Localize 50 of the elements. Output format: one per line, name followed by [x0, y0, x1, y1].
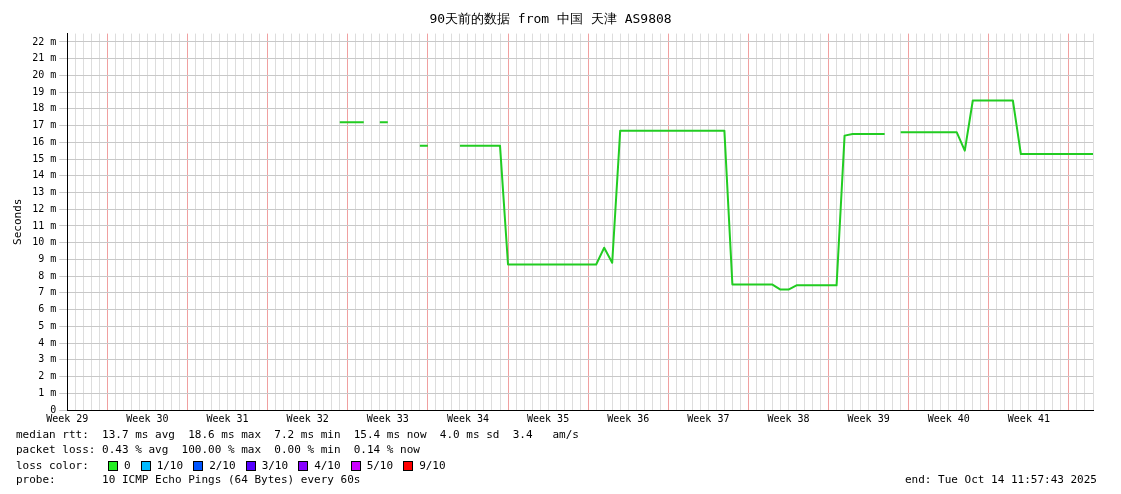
y-tick-label: 17 m [32, 119, 57, 131]
text: end: Tue Oct 14 11:57:43 2025 [904, 473, 1097, 488]
y-tick-label: 4 m [38, 336, 57, 348]
x-tick-label: Week 37 [687, 412, 730, 424]
text: packet loss: 0.43 % avg 100.00 % max 0.00 % min 0.14 % now [16, 443, 421, 458]
y-tick-label: 3 m [38, 353, 57, 365]
text: loss color: [16, 459, 90, 472]
y-tick-label: 11 m [32, 219, 57, 231]
y-tick-label: 8 m [38, 269, 57, 281]
x-tick-label: Week 30 [126, 412, 169, 424]
text: median rtt: 13.7 ms avg 18.6 ms max 7.2 ms min 15.4 ms now 4.0 ms sd 3.4 am/s [16, 428, 580, 443]
y-tick-label: 21 m [32, 52, 57, 64]
x-tick-label: Week 41 [1007, 412, 1050, 424]
y-tick-label: 5 m [38, 319, 57, 331]
y-tick-label: 19 m [32, 85, 57, 97]
text: 1/10 [156, 459, 184, 472]
text: 4/10 [314, 459, 341, 472]
y-tick-label: 18 m [32, 102, 57, 114]
y-tick-label: 6 m [38, 303, 57, 315]
x-tick-label: Week 35 [527, 412, 570, 424]
x-tick-label: Week 40 [927, 412, 970, 424]
y-tick-label: 2 m [38, 370, 57, 382]
text: 2/10 [209, 459, 236, 472]
y-tick-label: 12 m [32, 202, 57, 214]
x-tick-label: Week 29 [46, 412, 89, 424]
text: 5/10 [366, 459, 394, 472]
text: 9/10 [419, 459, 446, 472]
x-tick-label: Week 38 [767, 412, 810, 424]
text: 3/10 [261, 459, 289, 472]
text: 0 [124, 459, 131, 472]
text: probe: 10 ICMP Echo Pings (64 Bytes) every 60s [16, 473, 361, 488]
y-tick-label: 1 m [38, 386, 57, 398]
x-tick-label: Week 32 [286, 412, 329, 424]
y-tick-label: 16 m [32, 135, 57, 147]
x-tick-label: Week 34 [446, 412, 490, 424]
y-tick-label: 7 m [38, 286, 57, 298]
y-axis-title: Seconds [11, 198, 25, 245]
y-tick-label: 20 m [32, 69, 57, 81]
y-tick-label: 15 m [32, 152, 57, 164]
x-tick-label: Week 36 [607, 412, 650, 424]
x-tick-label: Week 31 [206, 412, 249, 424]
chart-title: 90天前的数据 from 中国 天津 AS9808 [429, 11, 672, 27]
x-tick-label: Week 33 [366, 412, 409, 424]
y-tick-label: 9 m [38, 253, 57, 265]
y-tick-label: 10 m [32, 236, 57, 248]
y-tick-label: 22 m [32, 35, 57, 47]
y-tick-label: 0 [50, 403, 57, 415]
y-tick-label: 14 m [32, 169, 57, 181]
x-tick-label: Week 39 [847, 412, 890, 424]
y-tick-label: 13 m [32, 186, 57, 198]
